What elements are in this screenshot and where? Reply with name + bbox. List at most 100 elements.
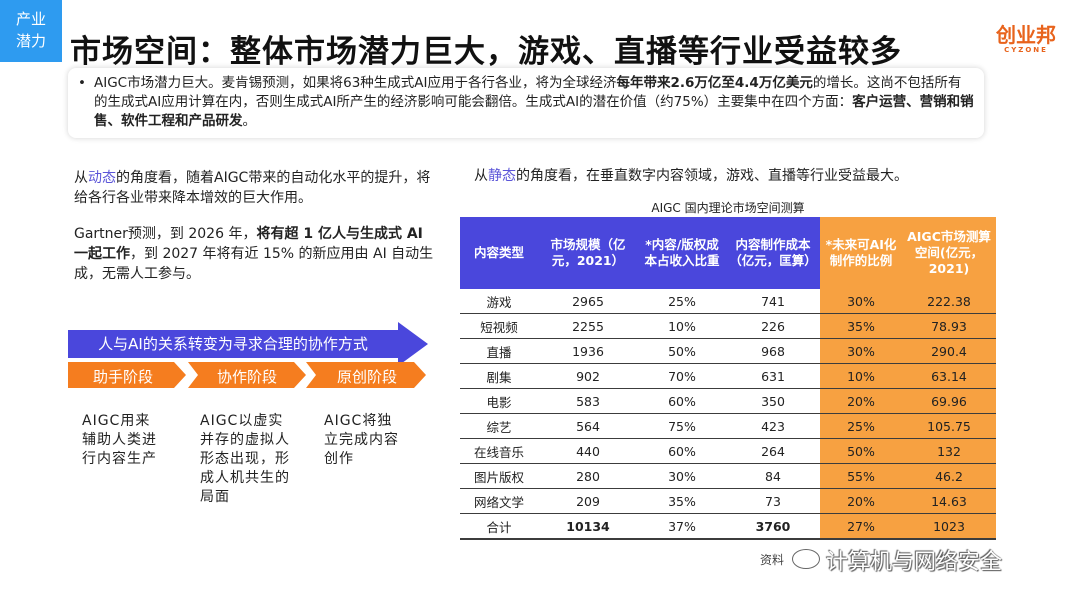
table-cell: 25% <box>638 289 726 314</box>
collaboration-arrow-label: 人与AI的关系转变为寻求合理的协作方式 <box>98 335 368 353</box>
dynamic-view-highlight: 动态 <box>88 170 116 186</box>
table-cell: 2965 <box>538 289 638 314</box>
stage-assistant-chevron <box>68 362 186 388</box>
table-cell: 63.14 <box>902 363 996 389</box>
stage-collaboration-chevron <box>188 362 306 388</box>
table-cell: 50% <box>638 338 726 364</box>
table-cell: 30% <box>820 338 902 364</box>
table-cell: 27% <box>820 513 902 540</box>
summary-text-1: AIGC市场潜力巨大。麦肯锡预测，如果将63种生成式AI应用于各行各业，将为全球… <box>94 75 617 91</box>
table-cell: 583 <box>538 388 638 414</box>
section-tag-line2: 潜力 <box>15 32 46 50</box>
stage-original-label: 原创阶段 <box>336 368 397 386</box>
table-cell: 2255 <box>538 313 638 339</box>
table-cell: 图片版权 <box>460 463 538 489</box>
table-cell: 30% <box>820 289 902 314</box>
table-cell: 741 <box>726 289 820 314</box>
table-cell: 10134 <box>538 513 638 540</box>
table-cell: 剧集 <box>460 363 538 389</box>
table-cell: 70% <box>638 363 726 389</box>
table-cell: 209 <box>538 488 638 514</box>
table-row: 剧集 902 70% 631 10% 63.14 <box>460 363 996 389</box>
table-cell: 264 <box>726 438 820 464</box>
static-view-text-a: 从 <box>474 168 488 184</box>
table-cell: 35% <box>820 313 902 339</box>
table-cell: 在线音乐 <box>460 438 538 464</box>
table-cell: 30% <box>638 463 726 489</box>
dynamic-view-text-b: 的角度看，随着AIGC带来的自动化水平的提升，将给各行各业带来降本增效的巨大作用… <box>74 170 431 206</box>
header-aigc-space: AIGC市场测算空间(亿元，2021) <box>902 217 996 289</box>
stage-assistant-label: 助手阶段 <box>92 368 153 386</box>
header-cost-ratio: *内容/版权成本占收入比重 <box>638 217 726 289</box>
section-tag: 产业 潜力 <box>0 0 62 62</box>
gartner-bold: 将有超 1 亿人与生成式 AI 一起工作 <box>74 226 423 262</box>
summary-bold-1: 每年带来2.6万亿至4.4万亿美元 <box>616 75 813 91</box>
wechat-icon <box>792 549 820 569</box>
static-view-highlight: 静态 <box>488 168 516 184</box>
table-cell: 423 <box>726 413 820 439</box>
table-cell: 游戏 <box>460 289 538 314</box>
table-row: 综艺 564 75% 423 25% 105.75 <box>460 413 996 439</box>
summary-bold-2: 客户运营、营销和销售、软件工程和产品研发 <box>94 94 974 129</box>
table-cell: 290.4 <box>902 338 996 364</box>
section-tag-line1: 产业 <box>15 10 46 28</box>
table-row: 直播 1936 50% 968 30% 290.4 <box>460 338 996 364</box>
market-table: 内容类型 市场规模（亿元，2021） *内容/版权成本占收入比重 内容制作成本（… <box>460 217 996 540</box>
table-cell: 75% <box>638 413 726 439</box>
table-cell: 84 <box>726 463 820 489</box>
brand-logo-text: 创业邦 <box>996 23 1056 47</box>
table-cell: 440 <box>538 438 638 464</box>
summary-box: • AIGC市场潜力巨大。麦肯锡预测，如果将63种生成式AI应用于各行各业，将为… <box>68 68 984 138</box>
table-cell: 55% <box>820 463 902 489</box>
table-cell: 280 <box>538 463 638 489</box>
table-cell: 902 <box>538 363 638 389</box>
header-content-type: 内容类型 <box>460 217 538 289</box>
table-cell: 综艺 <box>460 413 538 439</box>
brand-logo: 创业邦 CYZONE <box>996 24 1056 54</box>
table-cell: 网络文学 <box>460 488 538 514</box>
table-row: 网络文学 209 35% 73 20% 14.63 <box>460 488 996 514</box>
table-row: 在线音乐 440 60% 264 50% 132 <box>460 438 996 464</box>
table-cell: 合计 <box>460 513 538 540</box>
table-header-row: 内容类型 市场规模（亿元，2021） *内容/版权成本占收入比重 内容制作成本（… <box>460 217 996 289</box>
table-cell: 1936 <box>538 338 638 364</box>
table-cell: 25% <box>820 413 902 439</box>
table-cell: 631 <box>726 363 820 389</box>
static-view-paragraph: 从静态的角度看，在垂直数字内容领域，游戏、直播等行业受益最大。 <box>474 166 994 186</box>
header-production-cost: 内容制作成本（亿元，匡算） <box>726 217 820 289</box>
table-cell: 20% <box>820 488 902 514</box>
table-row: 合计 10134 37% 3760 27% 1023 <box>460 513 996 540</box>
table-cell: 132 <box>902 438 996 464</box>
summary-text-3: 。 <box>242 113 257 129</box>
table-row: 图片版权 280 30% 84 55% 46.2 <box>460 463 996 489</box>
page-title: 市场空间：整体市场潜力巨大，游戏、直播等行业受益较多 <box>70 34 902 70</box>
stage-original-chevron <box>306 362 426 388</box>
table-cell: 10% <box>638 313 726 339</box>
table-cell: 60% <box>638 388 726 414</box>
summary-bullet: • <box>78 75 86 91</box>
table-cell: 直播 <box>460 338 538 364</box>
table-cell: 69.96 <box>902 388 996 414</box>
table-row: 电影 583 60% 350 20% 69.96 <box>460 388 996 414</box>
table-cell: 73 <box>726 488 820 514</box>
gartner-paragraph: Gartner预测，到 2026 年，将有超 1 亿人与生成式 AI 一起工作，… <box>74 224 434 284</box>
dynamic-view-text-a: 从 <box>74 170 88 186</box>
dynamic-view-paragraph: 从动态的角度看，随着AIGC带来的自动化水平的提升，将给各行各业带来降本增效的巨… <box>74 168 434 208</box>
table-cell: 226 <box>726 313 820 339</box>
summary-text-2: 的增长。这尚不包括所有的生成式AI应用计算在内，否则生成式AI所产生的经济影响可… <box>94 75 962 110</box>
table-cell: 10% <box>820 363 902 389</box>
static-view-text-b: 的角度看，在垂直数字内容领域，游戏、直播等行业受益最大。 <box>516 168 908 184</box>
table-cell: 60% <box>638 438 726 464</box>
table-cell: 20% <box>820 388 902 414</box>
stage-collaboration-label: 协作阶段 <box>216 368 277 386</box>
table-cell: 222.38 <box>902 289 996 314</box>
brand-logo-subtext: CYZONE <box>1004 46 1048 54</box>
table-cell: 968 <box>726 338 820 364</box>
collaboration-arrow-shape <box>68 322 428 366</box>
table-cell: 37% <box>638 513 726 540</box>
header-market-size: 市场规模（亿元，2021） <box>538 217 638 289</box>
collaboration-arrow <box>68 322 428 366</box>
header-ai-ratio: *未来可AI化制作的比例 <box>820 217 902 289</box>
table-row: 短视频 2255 10% 226 35% 78.93 <box>460 313 996 339</box>
table-title: AIGC 国内理论市场空间测算 <box>651 201 805 215</box>
